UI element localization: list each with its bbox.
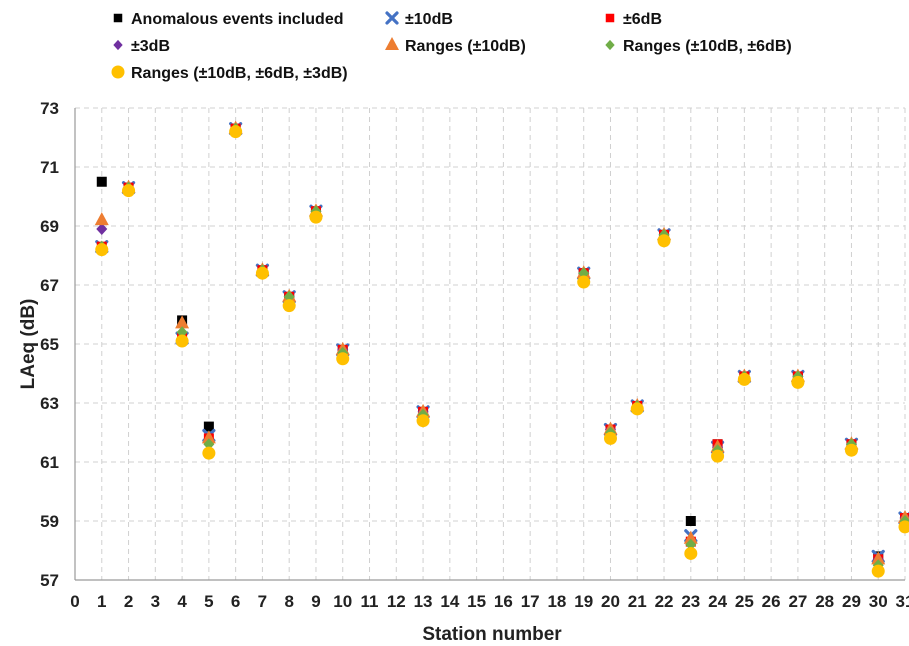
legend-item: ±10dB	[385, 11, 453, 28]
data-point	[175, 315, 190, 329]
data-point	[737, 372, 751, 386]
y-axis-title: LAeq (dB)	[18, 299, 39, 390]
data-point	[122, 184, 136, 198]
data-point	[871, 564, 885, 578]
data-point	[96, 176, 107, 187]
y-tick-label: 59	[40, 512, 59, 531]
x-tick-label: 22	[655, 592, 674, 611]
x-tick-label: 26	[762, 592, 781, 611]
data-point	[95, 243, 109, 257]
x-tick-label: 6	[231, 592, 240, 611]
legend-marker	[111, 65, 125, 79]
legend-label: ±3dB	[131, 38, 170, 55]
legend-marker	[385, 11, 399, 25]
x-tick-label: 25	[735, 592, 754, 611]
legend-item: Ranges (±10dB)	[385, 37, 526, 55]
y-tick-label: 63	[40, 394, 59, 413]
data-point	[791, 375, 805, 389]
x-tick-label: 10	[333, 592, 352, 611]
data-point	[282, 299, 296, 313]
data-point	[685, 516, 696, 526]
x-tick-label: 21	[628, 592, 647, 611]
data-point	[603, 431, 617, 445]
data-point	[657, 234, 671, 248]
x-tick-label: 15	[467, 592, 486, 611]
x-tick-label: 17	[521, 592, 540, 611]
y-tick-label: 69	[40, 217, 59, 236]
x-tick-label: 20	[601, 592, 620, 611]
x-tick-label: 9	[311, 592, 320, 611]
x-tick-label: 2	[124, 592, 133, 611]
legend-label: ±6dB	[623, 11, 662, 28]
y-tick-labels: 57 59 61 63 65 67 69 71 73	[40, 99, 59, 590]
x-tick-label: 18	[547, 592, 566, 611]
x-tick-label: 19	[574, 592, 593, 611]
y-tick-label: 65	[40, 335, 59, 354]
data-point	[309, 210, 323, 224]
legend-marker	[605, 13, 615, 23]
x-tick-label: 0	[70, 592, 79, 611]
data-point	[871, 551, 886, 565]
legend-label: Ranges (±10dB, ±6dB, ±3dB)	[131, 65, 348, 82]
legend: Anomalous events included ±10dB ±6dB ±3dB Ra…	[111, 11, 792, 82]
data-point	[175, 334, 189, 348]
legend-item: ±6dB	[605, 11, 662, 28]
y-tick-label: 73	[40, 99, 59, 118]
x-tick-label: 16	[494, 592, 513, 611]
data-point	[201, 430, 216, 444]
series-7	[95, 125, 909, 578]
x-tick-labels: 0 1 2 3 4 5 6 7 8 9 10 11 12 13 14 15 16 17 18 19 20 21 22 23 24…	[70, 592, 909, 611]
x-tick-label: 1	[97, 592, 106, 611]
y-tick-label: 67	[40, 276, 59, 295]
x-tick-label: 29	[842, 592, 861, 611]
data-point	[96, 222, 108, 235]
x-tick-label: 4	[177, 592, 187, 611]
legend-item: Anomalous events included	[113, 11, 343, 28]
legend-marker	[385, 37, 399, 50]
legend-label: ±10dB	[405, 11, 453, 28]
legend-label: Ranges (±10dB)	[405, 38, 526, 55]
data-point	[416, 414, 430, 428]
x-tick-label: 31	[896, 592, 909, 611]
data-point	[94, 212, 109, 226]
data-point	[202, 446, 216, 460]
x-axis-title: Station number	[422, 624, 562, 645]
y-tick-label: 57	[40, 571, 59, 590]
data-points	[94, 120, 909, 578]
legend-marker	[113, 13, 123, 23]
legend-item: Ranges (±10dB, ±6dB)	[605, 38, 792, 55]
y-tick-label: 71	[40, 158, 59, 177]
axes	[74, 108, 905, 581]
data-point	[684, 546, 698, 560]
data-point	[844, 443, 858, 457]
legend-item: Ranges (±10dB, ±6dB, ±3dB)	[111, 65, 348, 82]
x-tick-label: 14	[440, 592, 459, 611]
data-point	[577, 275, 591, 289]
data-point	[336, 352, 350, 366]
x-tick-label: 23	[681, 592, 700, 611]
data-point	[255, 266, 269, 280]
x-tick-label: 12	[387, 592, 406, 611]
legend-label: Ranges (±10dB, ±6dB)	[623, 38, 792, 55]
y-tick-label: 61	[40, 453, 59, 472]
x-tick-label: 27	[788, 592, 807, 611]
x-tick-label: 28	[815, 592, 834, 611]
x-tick-label: 11	[361, 592, 379, 611]
x-tick-label: 7	[258, 592, 267, 611]
x-tick-label: 24	[708, 592, 727, 611]
x-tick-label: 30	[869, 592, 888, 611]
data-point	[898, 520, 909, 534]
data-point	[229, 125, 243, 139]
x-tick-label: 13	[414, 592, 433, 611]
x-tick-label: 5	[204, 592, 213, 611]
x-tick-label: 8	[284, 592, 293, 611]
data-point	[630, 402, 644, 416]
data-point	[203, 421, 214, 432]
legend-label: Anomalous events included	[131, 11, 343, 28]
data-point	[711, 449, 725, 463]
x-tick-label: 3	[151, 592, 160, 611]
data-point	[683, 530, 698, 544]
